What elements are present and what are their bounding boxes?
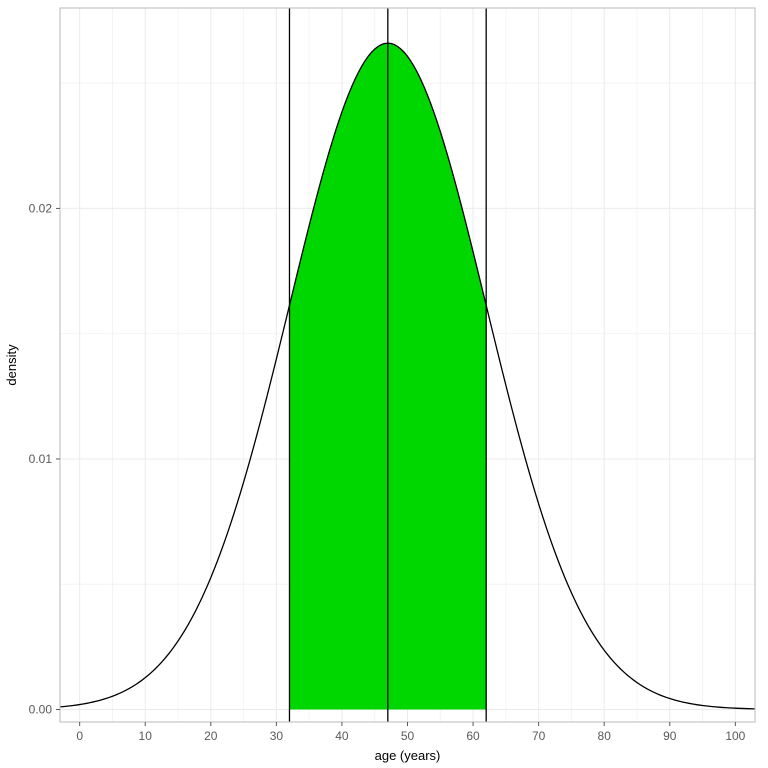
chart-svg: 0102030405060708090100age (years)0.000.0… [0,0,768,768]
y-axis-title: density [4,344,19,386]
x-tick-label: 60 [466,729,480,743]
x-tick-label: 90 [663,729,677,743]
x-axis: 0 10 20 30 40 50 60 70 80 90 100 age (years) [76,722,745,763]
y-tick-label: 0.00 [29,702,53,716]
x-tick-label: 70 [532,729,546,743]
y-axis: 0.00 0.01 0.02 density [4,201,60,716]
x-tick-label: 100 [725,729,745,743]
x-tick-label: 20 [204,729,218,743]
x-tick-label: 40 [335,729,349,743]
x-tick-label: 80 [598,729,612,743]
x-tick-label: 10 [139,729,153,743]
x-tick-label: 50 [401,729,415,743]
y-tick-label: 0.01 [29,452,53,466]
x-tick-label: 30 [270,729,284,743]
x-axis-title: age (years) [375,748,441,763]
density-chart: 0102030405060708090100age (years)0.000.0… [0,0,768,768]
y-tick-label: 0.02 [29,201,53,215]
x-tick-label: 0 [76,729,83,743]
